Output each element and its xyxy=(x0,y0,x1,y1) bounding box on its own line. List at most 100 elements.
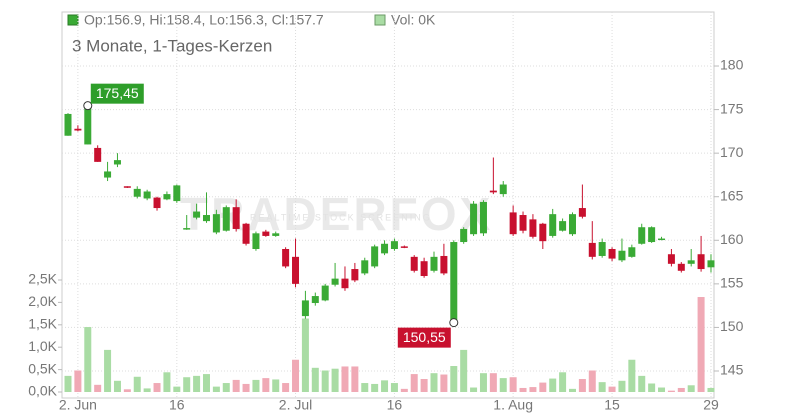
volume-bar xyxy=(707,387,715,392)
candle-body xyxy=(638,227,646,244)
annotation-box xyxy=(397,327,451,348)
candle-body xyxy=(658,238,666,241)
y-tick-label: 180 xyxy=(720,57,744,73)
y2-tick-label: 2,0K xyxy=(28,293,57,309)
volume-bar xyxy=(212,386,220,392)
volume-bar xyxy=(311,367,319,392)
volume-bar xyxy=(104,349,112,392)
volume-bar xyxy=(113,380,121,392)
candle-body xyxy=(529,219,537,237)
volume-bar xyxy=(440,374,448,392)
volume-bar xyxy=(687,385,695,392)
volume-bar xyxy=(371,383,379,392)
candle-body xyxy=(460,228,468,243)
y2-tick-label: 0,5K xyxy=(28,360,57,376)
candle-body xyxy=(430,256,438,271)
candle-body xyxy=(420,261,428,277)
watermark-tagline: REALTIME STOCK SCREENING xyxy=(250,212,432,222)
volume-bar xyxy=(410,374,418,392)
volume-bar xyxy=(618,380,626,392)
candle-body xyxy=(252,233,260,250)
candle-body xyxy=(519,215,527,231)
volume-bar xyxy=(549,378,557,392)
volume-bar xyxy=(420,379,428,392)
candle-body xyxy=(697,254,705,270)
volume-bar xyxy=(697,297,705,392)
candle-body xyxy=(390,241,398,250)
volume-bar xyxy=(390,383,398,392)
candle-body xyxy=(104,171,112,178)
volume-bar xyxy=(578,379,586,392)
candle-body xyxy=(153,197,161,209)
candle-body xyxy=(440,255,448,274)
x-tick-label: 2. Jul xyxy=(279,397,312,413)
y-tick-label: 175 xyxy=(720,100,744,116)
volume-bar xyxy=(677,387,685,392)
volume-bar xyxy=(529,387,537,392)
volume-bar xyxy=(658,387,666,392)
volume-bar xyxy=(489,373,497,392)
annotation-marker xyxy=(449,318,459,328)
candle-body xyxy=(648,227,656,243)
y-tick-label: 160 xyxy=(720,231,744,247)
candle-body xyxy=(173,185,181,202)
candle-body xyxy=(351,269,359,281)
candle-body xyxy=(578,208,586,217)
x-tick-label: 1. Aug xyxy=(493,397,533,413)
volume-bar xyxy=(232,379,240,392)
candle-body xyxy=(361,260,369,274)
y-tick-label: 165 xyxy=(720,187,744,203)
candle-body xyxy=(341,278,349,289)
x-tick-label: 16 xyxy=(387,397,403,413)
volume-bar xyxy=(598,382,606,392)
volume-bar xyxy=(341,366,349,392)
legend-volume: Vol: 0K xyxy=(391,12,436,28)
volume-bar xyxy=(64,375,72,392)
candle-body xyxy=(193,211,201,218)
candle-body xyxy=(539,223,547,242)
candle-body xyxy=(301,300,309,317)
candle-body xyxy=(331,278,339,285)
candle-body xyxy=(183,228,191,230)
volume-bar xyxy=(183,377,191,392)
y2-tick-label: 1,5K xyxy=(28,316,57,332)
candle-body xyxy=(232,207,240,229)
candle-body xyxy=(212,214,220,233)
volume-bar xyxy=(588,370,596,392)
y2-tick-label: 2,5K xyxy=(28,271,57,287)
volume-bar xyxy=(608,386,616,392)
candle-body xyxy=(64,113,72,136)
legend-swatch xyxy=(374,14,386,26)
volume-bar xyxy=(94,384,102,392)
volume-bar xyxy=(153,383,161,392)
candle-body xyxy=(381,243,389,254)
candle-body xyxy=(549,214,557,236)
volume-bar xyxy=(400,388,408,392)
annotation-label: 150,55 xyxy=(403,329,446,345)
volume-bar xyxy=(460,349,468,392)
candle-body xyxy=(242,223,250,244)
candle-body xyxy=(677,263,685,271)
volume-bar xyxy=(282,383,290,392)
volume-bar xyxy=(133,376,141,392)
volume-bar xyxy=(262,378,270,392)
candle-body xyxy=(667,254,675,264)
volume-bar xyxy=(539,382,547,392)
volume-bar xyxy=(301,318,309,392)
x-tick-label: 2. Jun xyxy=(59,397,97,413)
candle-body xyxy=(450,242,458,321)
volume-bar xyxy=(351,366,359,392)
volume-bar xyxy=(519,387,527,392)
candle-body xyxy=(143,191,151,199)
y-tick-label: 150 xyxy=(720,318,744,334)
candle-body xyxy=(222,207,230,231)
legend-price: Op:156.9, Hi:158.4, Lo:156.3, Cl:157.7 xyxy=(84,12,324,28)
volume-bar xyxy=(242,383,250,392)
y-tick-label: 170 xyxy=(720,144,744,160)
volume-bar xyxy=(430,373,438,392)
volume-bar xyxy=(331,368,339,392)
candle-body xyxy=(489,190,497,193)
volume-bar xyxy=(292,359,300,392)
plot-frame xyxy=(61,11,715,399)
candle-body xyxy=(163,194,171,200)
